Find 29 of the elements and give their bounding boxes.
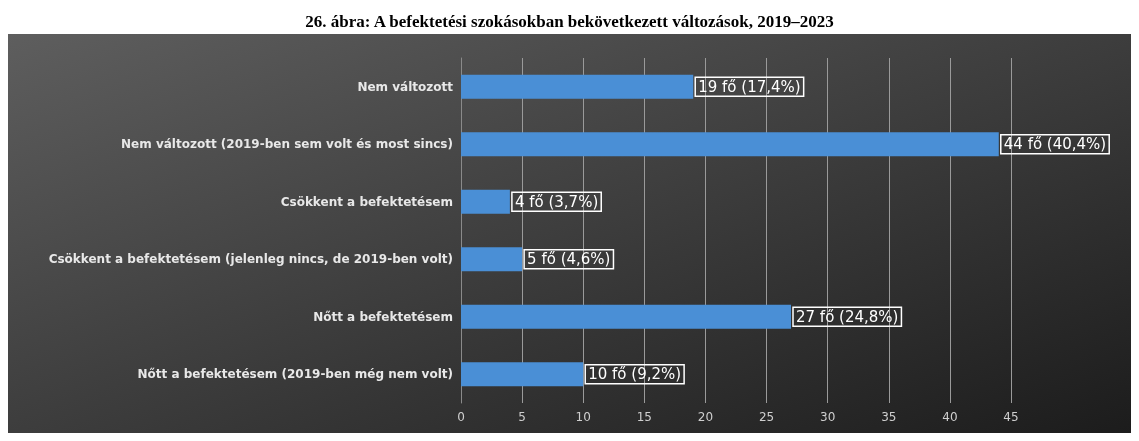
x-tick-label: 10 [575,410,591,424]
y-tick-label: Nőtt a befektetésem [313,309,453,324]
bar [461,362,584,387]
bar [461,132,999,157]
x-tick-label: 35 [881,410,897,424]
x-tick-label: 5 [518,410,526,424]
data-label: 5 fő (4,6%) [527,250,611,269]
data-label: 4 fő (3,7%) [514,192,599,211]
x-tick-label: 20 [697,410,714,424]
y-tick-label: Nőtt a befektetésem (2019-ben még nem volt) [137,367,453,382]
data-label: 10 fő (9,2%) [588,365,682,384]
data-label: 19 fő (17,4%) [698,77,801,96]
x-tick-label: 30 [820,410,836,424]
bar [461,247,523,272]
x-tick-label: 25 [758,410,775,424]
y-tick-label: Csökkent a befektetésem [280,194,453,209]
x-tick-label: 40 [942,410,958,424]
chart-title: 26. ábra: A befektetési szokásokban bekövetkezett változások, 2019–2023 [305,12,834,31]
x-tick-label: 15 [636,410,652,424]
y-tick-label: Nem változott (2019-ben sem volt és most sincs) [121,137,453,152]
x-tick-label: 45 [1003,410,1019,424]
y-tick-label: Csökkent a befektetésem (jelenleg nincs, de 2019-ben volt) [48,252,453,267]
bar [461,74,694,99]
data-label: 44 fő (40,4%) [1003,135,1107,154]
bar [461,304,791,329]
y-tick-label: Nem változott [357,79,454,94]
bar [461,189,510,214]
data-label: 27 fő (24,8%) [796,307,899,326]
x-tick-label: 0 [457,410,465,424]
